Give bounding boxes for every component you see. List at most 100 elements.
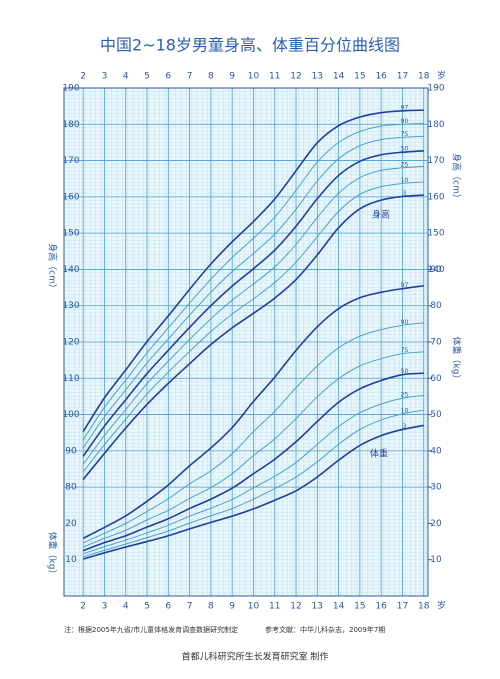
- x-tick-label: 10: [248, 72, 260, 82]
- y2-tick-label: 10: [65, 555, 77, 565]
- y2-tick-label: 20: [430, 519, 442, 529]
- x-tick-label: 8: [208, 72, 214, 82]
- series-label: 97: [401, 282, 409, 289]
- percentile-line: [82, 322, 424, 544]
- y-tick-label: 90: [65, 446, 77, 456]
- percentile-line: [82, 122, 424, 441]
- series-label: 50: [401, 146, 409, 153]
- x-tick-label: 8: [208, 602, 214, 612]
- x-tick-label: 14: [333, 602, 345, 612]
- credit: 首都儿科研究所生长发育研究室 制作: [182, 651, 329, 663]
- x-tick-label: 4: [123, 72, 129, 82]
- x-tick-label: 5: [144, 72, 150, 82]
- percentile-line: [82, 149, 424, 457]
- series-label: 90: [401, 319, 409, 326]
- series-label: 75: [401, 131, 409, 138]
- x-tick-label: 13: [312, 602, 323, 612]
- percentile-line: [83, 409, 424, 558]
- y-tick-label: 160: [427, 192, 444, 202]
- axis-title: 体重（kg）: [47, 532, 59, 579]
- x-unit: 岁: [437, 600, 446, 612]
- x-unit: 岁: [437, 70, 446, 82]
- percentile-line: [82, 351, 424, 548]
- annotation: 体重: [370, 448, 388, 460]
- axis-title: 体重（kg）: [451, 337, 463, 384]
- percentile-line: [82, 165, 424, 465]
- series-label: 50: [401, 368, 409, 375]
- x-tick-label: 3: [102, 72, 108, 82]
- y-tick-label: 180: [62, 120, 79, 130]
- x-tick-label: 12: [290, 602, 301, 612]
- series-label: 75: [401, 347, 409, 354]
- x-tick-label: 5: [144, 602, 150, 612]
- x-tick-label: 3: [102, 602, 108, 612]
- y-tick-label: 140: [62, 265, 79, 275]
- series-label: 97: [401, 104, 409, 111]
- x-tick-label: 2: [80, 72, 86, 82]
- percentile-line: [82, 372, 424, 552]
- x-tick-label: 13: [312, 72, 323, 82]
- percentile-line: [82, 424, 424, 560]
- y-tick-label: 170: [62, 156, 79, 166]
- y2-tick-label: 80: [430, 301, 442, 311]
- axis-title: 身高（cm）: [47, 243, 59, 293]
- y2-tick-label: 90: [430, 265, 442, 275]
- y-tick-label: 120: [62, 338, 79, 348]
- x-tick-label: 15: [354, 602, 365, 612]
- y-tick-label: 150: [427, 229, 444, 239]
- y-tick-label: 140: [427, 265, 444, 275]
- series-label: 90: [401, 118, 409, 125]
- x-tick-label: 6: [165, 602, 171, 612]
- series-label: 25: [401, 161, 409, 168]
- x-tick-label: 7: [187, 72, 193, 82]
- y-tick-label: 170: [427, 156, 444, 166]
- y2-tick-label: 10: [430, 555, 442, 565]
- x-tick-label: 6: [165, 72, 171, 82]
- y-tick-label: 160: [62, 192, 79, 202]
- x-tick-label: 16: [375, 602, 387, 612]
- x-tick-label: 17: [397, 602, 408, 612]
- series-label: 3: [403, 190, 407, 197]
- y-tick-label: 150: [62, 229, 79, 239]
- y2-tick-label: 60: [430, 374, 442, 384]
- percentile-line: [82, 194, 424, 481]
- x-tick-label: 9: [229, 602, 235, 612]
- y-tick-label: 80: [65, 483, 77, 493]
- annotation: 身高: [372, 209, 390, 221]
- y2-tick-label: 50: [430, 410, 442, 420]
- note: 注：根据2005年九省/市儿童体格发育调查数据研究制定: [64, 625, 238, 634]
- x-tick-label: 11: [269, 602, 280, 612]
- x-tick-label: 4: [123, 602, 129, 612]
- y2-tick-label: 70: [430, 338, 442, 348]
- x-tick-label: 14: [333, 72, 345, 82]
- y-tick-label: 100: [62, 410, 79, 420]
- y-tick-label: 130: [62, 301, 79, 311]
- y-tick-label: 190: [427, 84, 444, 94]
- note: 参考文献：中华儿科杂志，2009年7期: [265, 625, 385, 634]
- percentile-line: [82, 181, 424, 473]
- percentile-line: [82, 109, 424, 433]
- series-label: 10: [401, 177, 409, 184]
- x-tick-label: 2: [80, 602, 86, 612]
- percentile-line: [82, 135, 424, 449]
- y-tick-label: 110: [62, 374, 79, 384]
- x-tick-label: 7: [187, 602, 193, 612]
- x-tick-label: 18: [418, 72, 430, 82]
- x-tick-label: 16: [375, 72, 387, 82]
- chart-title: 中国2~18岁男童身高、体重百分位曲线图: [100, 36, 400, 55]
- x-tick-label: 11: [269, 72, 280, 82]
- series-label: 10: [401, 407, 409, 414]
- axis-title: 身高（cm）: [451, 153, 463, 203]
- series-label: 3: [403, 423, 407, 430]
- x-tick-label: 9: [229, 72, 235, 82]
- y-tick-label: 180: [427, 120, 444, 130]
- percentile-line: [83, 394, 424, 555]
- y2-tick-label: 30: [430, 483, 442, 493]
- x-tick-label: 10: [248, 602, 260, 612]
- x-tick-label: 12: [290, 72, 301, 82]
- x-tick-label: 15: [354, 72, 365, 82]
- y2-tick-label: 40: [430, 446, 442, 456]
- y2-tick-label: 20: [65, 519, 77, 529]
- percentile-line: [82, 284, 424, 540]
